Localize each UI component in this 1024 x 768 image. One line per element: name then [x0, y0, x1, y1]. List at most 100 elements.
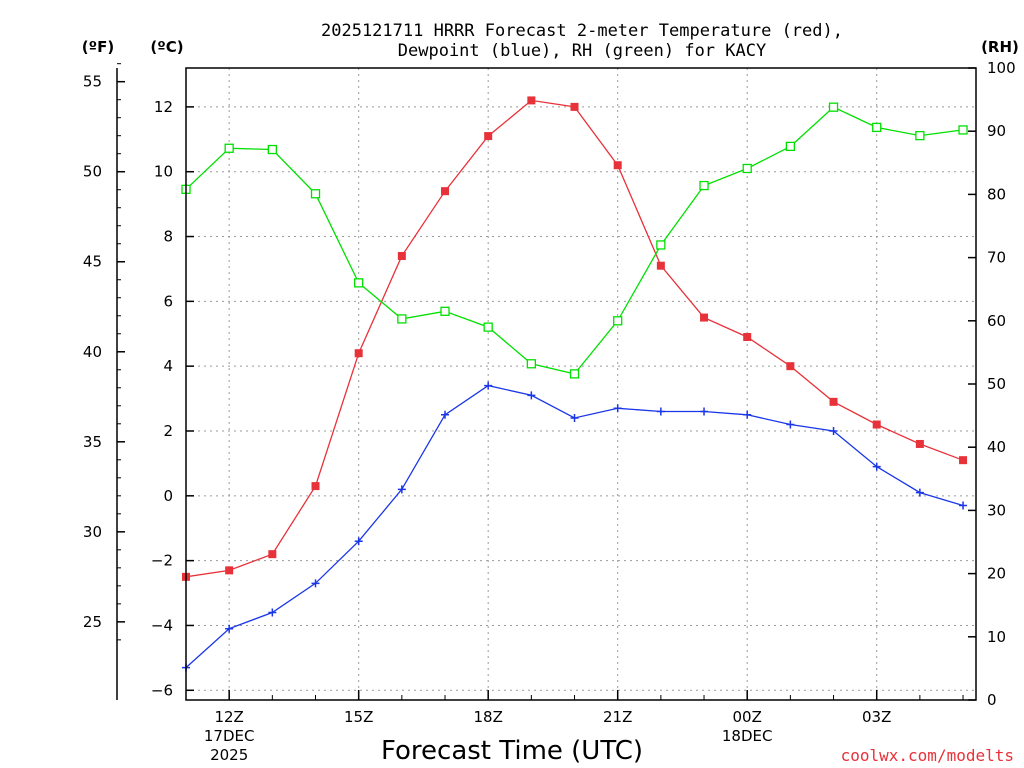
grid-lines: [186, 68, 976, 700]
celsius-tick-label: −2: [151, 552, 173, 570]
rh-point: [785, 141, 796, 152]
celsius-tick-label: 10: [154, 163, 173, 181]
temperature-point: [397, 251, 406, 260]
fahrenheit-tick-label: 35: [83, 433, 102, 451]
rh-series: [181, 102, 968, 379]
fahrenheit-tick-label: 40: [83, 343, 102, 361]
fahrenheit-tick-label: 50: [83, 163, 102, 181]
rh-tick-label: 50: [987, 375, 1006, 393]
dewpoint-series: [182, 381, 968, 672]
rh-tick-label: 90: [987, 122, 1006, 140]
rh-tick-label: 30: [987, 501, 1006, 519]
dewpoint-point: [959, 501, 968, 510]
temperature-point: [872, 420, 881, 429]
dewpoint-point: [872, 462, 881, 471]
rh-axis-ticks: 0 10 20 30 40 50 60 70 80 90 100: [968, 59, 1016, 709]
temperature-point: [225, 566, 234, 575]
celsius-tick-label: −6: [151, 681, 173, 699]
credit-text: coolwx.com/modelts: [841, 746, 1014, 765]
temperature-point: [268, 550, 277, 559]
x-tick-label: 18Z: [473, 708, 502, 726]
rh-point: [699, 180, 709, 191]
dewpoint-point: [786, 420, 795, 429]
celsius-tick-label: 12: [154, 98, 173, 116]
temperature-series: [182, 96, 968, 581]
dewpoint-point: [613, 404, 622, 413]
celsius-tick-label: −4: [151, 616, 173, 634]
x-tick-date-label: 18DEC: [722, 727, 773, 745]
x-tick-label: 03Z: [862, 708, 891, 726]
rh-point: [828, 102, 839, 112]
rh-tick-label: 70: [987, 249, 1006, 267]
rh-point: [440, 306, 450, 316]
dewpoint-point: [484, 381, 493, 390]
celsius-tick-label: 6: [163, 292, 173, 310]
x-tick-year-label: 2025: [210, 746, 248, 764]
rh-point: [483, 322, 493, 332]
dewpoint-point: [915, 488, 924, 497]
fahrenheit-axis: 25 30 35 40 45 50 55: [83, 63, 125, 700]
rh-tick-label: 40: [987, 438, 1006, 456]
dewpoint-point: [656, 407, 665, 416]
temperature-point: [441, 187, 450, 196]
dewpoint-point: [700, 407, 709, 416]
dewpoint-point: [311, 579, 320, 588]
temperature-point: [570, 102, 579, 111]
temperature-point: [613, 161, 622, 170]
temperature-point: [786, 362, 795, 371]
temperature-point: [743, 333, 752, 342]
temperature-point: [354, 349, 363, 358]
celsius-tick-label: 4: [163, 357, 173, 375]
rh-tick-label: 0: [987, 691, 997, 709]
x-axis-label: Forecast Time (UTC): [381, 736, 643, 766]
rh-point: [354, 278, 364, 288]
dewpoint-point: [225, 624, 234, 633]
temperature-point: [311, 482, 320, 491]
dewpoint-point: [527, 391, 536, 400]
x-tick-label: 15Z: [344, 708, 373, 726]
rh-point: [958, 125, 968, 135]
x-tick-label: 12Z: [214, 708, 243, 726]
temperature-point: [484, 132, 493, 141]
celsius-unit-label: (ºC): [150, 38, 183, 56]
fahrenheit-tick-label: 45: [83, 253, 102, 271]
rh-tick-label: 20: [987, 565, 1006, 583]
rh-tick-label: 80: [987, 185, 1006, 203]
rh-point: [526, 359, 537, 369]
dewpoint-point: [397, 485, 406, 494]
rh-point: [613, 316, 623, 326]
temperature-point: [527, 96, 536, 105]
rh-point: [267, 144, 277, 155]
fahrenheit-unit-label: (ºF): [82, 38, 114, 56]
rh-point: [397, 314, 407, 324]
dewpoint-point: [354, 537, 363, 546]
temperature-point: [700, 313, 709, 322]
rh-point: [742, 163, 752, 174]
rh-line: [185, 106, 964, 375]
rh-tick-label: 100: [987, 59, 1016, 77]
series-layer: [181, 96, 968, 672]
fahrenheit-tick-label: 25: [83, 613, 102, 631]
x-tick-label: 00Z: [733, 708, 762, 726]
rh-point: [872, 122, 882, 133]
temperature-point: [829, 397, 838, 406]
chart-title-line1: 2025121711 HRRR Forecast 2-meter Tempera…: [321, 21, 843, 41]
rh-point: [656, 240, 666, 250]
dewpoint-point: [743, 410, 752, 419]
celsius-tick-label: 2: [163, 422, 173, 440]
temperature-point: [959, 456, 968, 465]
rh-point: [915, 130, 925, 141]
rh-point: [224, 143, 234, 153]
dewpoint-point: [829, 426, 838, 435]
dewpoint-point: [441, 410, 450, 419]
chart-title-line2: Dewpoint (blue), RH (green) for KACY: [398, 41, 766, 61]
rh-point: [310, 189, 321, 199]
fahrenheit-tick-label: 55: [83, 73, 102, 91]
celsius-axis-ticks: −6 −4 −2 0 2 4 6 8 10 12: [151, 98, 194, 699]
rh-tick-label: 10: [987, 628, 1006, 646]
x-tick-label: 21Z: [603, 708, 632, 726]
temperature-point: [915, 439, 924, 448]
rh-point: [569, 369, 580, 379]
